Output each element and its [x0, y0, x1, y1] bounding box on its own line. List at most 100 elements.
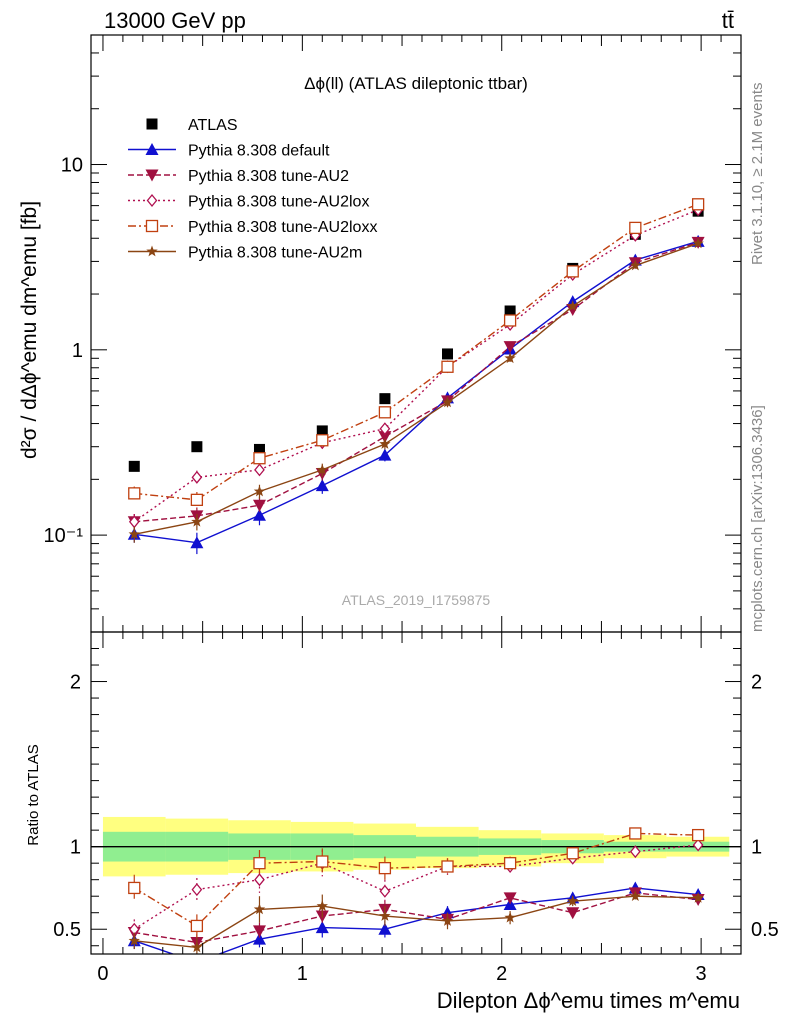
ratio-point [253, 903, 266, 915]
legend-entry: Pythia 8.308 tune-AU2loxx [188, 219, 377, 236]
data-point [378, 431, 392, 444]
data-point [316, 425, 328, 437]
ratio-point [629, 890, 642, 902]
legend-marker [145, 143, 159, 155]
legend-entry: Pythia 8.308 tune-AU2m [188, 245, 362, 262]
legend-marker [146, 118, 158, 130]
mcplots-label: mcplots.cern.ch [arXiv:1306.3436] [749, 405, 766, 632]
legend-marker [145, 169, 159, 182]
ratio-y-tick-label: 0.5 [53, 919, 81, 941]
data-point [567, 300, 579, 312]
data-point [316, 434, 329, 447]
data-point [441, 360, 454, 373]
ratio-point [503, 892, 517, 905]
y-tick-label: 10 [61, 155, 83, 177]
ratio-series-group [127, 827, 705, 968]
ratio-point [315, 921, 329, 934]
ratio-point [567, 895, 579, 907]
data-point [441, 396, 454, 408]
ratio-point [128, 881, 141, 895]
data-point [191, 515, 203, 527]
data-point [254, 463, 265, 477]
data-point [190, 536, 204, 549]
series-2 [127, 236, 705, 531]
main-y-axis-label: d²σ / dΔϕ^emu dm^emu [fb] [18, 201, 41, 459]
data-point [315, 479, 329, 492]
ratio-y-tick-label: 1 [70, 837, 81, 859]
ratio-y-tick-label-right: 1 [751, 837, 762, 859]
ratio-y-tick-label: 2 [70, 672, 81, 694]
data-point [252, 508, 266, 521]
data-point [191, 441, 203, 453]
rivet-label: Rivet 3.1.10, ≥ 2.1M events [749, 83, 766, 266]
data-point [629, 221, 642, 235]
x-tick-label: 0 [97, 963, 108, 985]
ratio-line [134, 892, 699, 944]
y-tick-label: 1 [72, 340, 83, 362]
ratio-point [441, 860, 454, 873]
x-tick-label: 3 [696, 963, 707, 985]
series-line [134, 242, 699, 535]
ratio-point [191, 883, 203, 897]
ratio-point [128, 934, 140, 946]
data-point [691, 198, 705, 211]
ratio-series-0 [127, 881, 705, 968]
legend-marker [146, 193, 158, 208]
ratio-point [191, 941, 203, 953]
ratio-point [316, 855, 329, 868]
main-title: Δϕ(ll) (ATLAS dileptonic ttbar) [304, 74, 528, 93]
ratio-line [133, 832, 699, 927]
ratio-point [378, 922, 392, 935]
data-point [128, 460, 140, 472]
ratio-point [566, 847, 579, 860]
series-5 [128, 237, 704, 543]
data-point [128, 528, 140, 540]
watermark: ATLAS_2019_I1759875 [342, 592, 491, 608]
ratio-line [134, 895, 699, 949]
data-point [378, 406, 392, 419]
data-point [629, 259, 642, 271]
legend-entry: ATLAS [188, 117, 238, 134]
ratio-line [133, 844, 699, 930]
ratio-point [566, 907, 580, 920]
data-point [504, 352, 516, 364]
ratio-y-axis-label: Ratio to ATLAS [25, 744, 42, 845]
data-point [503, 314, 517, 327]
ratio-point [378, 861, 392, 875]
ratio-frame [90, 631, 742, 955]
ratio-y-tick-label-right: 2 [751, 672, 762, 694]
ratio-point [379, 884, 391, 898]
ratio-point [254, 873, 265, 887]
data-point [378, 448, 392, 461]
series-1 [127, 234, 705, 555]
legend-entry: Pythia 8.308 default [188, 143, 330, 160]
ratio-point [629, 827, 642, 840]
data-point [692, 237, 704, 249]
data-point [379, 438, 391, 449]
series-line [134, 240, 699, 544]
x-tick-label: 1 [297, 963, 308, 985]
legend-marker [146, 245, 158, 257]
ratio-point [252, 925, 266, 938]
data-point [252, 499, 266, 512]
data-point [316, 463, 328, 475]
legend-entry: Pythia 8.308 tune-AU2lox [188, 194, 369, 211]
ratio-point [441, 914, 454, 926]
y-tick-label: 10⁻¹ [44, 525, 84, 547]
energy-label: 13000 GeV pp [104, 8, 246, 33]
ratio-point [691, 828, 705, 842]
data-point [253, 452, 266, 465]
series-4 [128, 198, 705, 509]
legend: ATLAS Pythia 8.308 default Pythia 8.308 tu… [128, 117, 377, 262]
data-point [190, 493, 204, 506]
x-tick-label: 2 [496, 963, 507, 985]
ratio-series-3 [128, 827, 705, 938]
data-point [566, 265, 579, 278]
data-point [379, 422, 391, 436]
ratio-point [379, 910, 391, 921]
ratio-point [316, 900, 328, 911]
data-point [253, 485, 266, 497]
series-line [134, 203, 699, 501]
ratio-point [190, 956, 203, 968]
